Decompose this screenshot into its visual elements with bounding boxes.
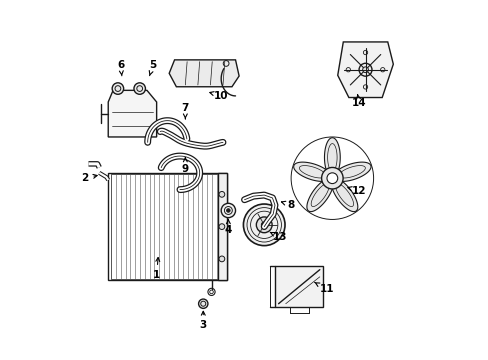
Polygon shape [306,179,333,212]
Polygon shape [293,162,331,181]
Text: 3: 3 [199,311,206,330]
Text: 2: 2 [81,173,97,183]
Bar [111,174,223,279]
Text: 12: 12 [347,186,366,196]
Text: 13: 13 [270,232,287,242]
Circle shape [256,217,271,233]
Text: 7: 7 [181,103,189,119]
Polygon shape [331,179,357,212]
Bar [274,266,323,307]
Circle shape [326,173,337,184]
Circle shape [261,222,266,228]
Text: 10: 10 [209,91,228,101]
Bar [217,173,226,280]
Circle shape [219,192,224,197]
Polygon shape [324,138,340,177]
Polygon shape [332,162,370,181]
Text: 8: 8 [281,200,294,210]
Circle shape [221,203,235,218]
Circle shape [198,299,207,309]
Bar [108,173,226,280]
Circle shape [112,83,123,94]
Text: 11: 11 [314,282,333,294]
Circle shape [226,209,230,212]
Text: 9: 9 [182,158,188,174]
Circle shape [243,204,285,246]
Polygon shape [337,42,392,98]
Text: 4: 4 [224,220,232,235]
Circle shape [219,256,224,262]
Polygon shape [108,90,156,137]
Circle shape [219,224,224,229]
Text: 14: 14 [351,95,366,108]
Text: 5: 5 [149,60,156,76]
Polygon shape [169,60,239,87]
Circle shape [362,67,367,73]
Text: 6: 6 [117,60,124,76]
Text: 1: 1 [153,257,160,280]
Circle shape [321,167,343,189]
Circle shape [134,83,145,94]
